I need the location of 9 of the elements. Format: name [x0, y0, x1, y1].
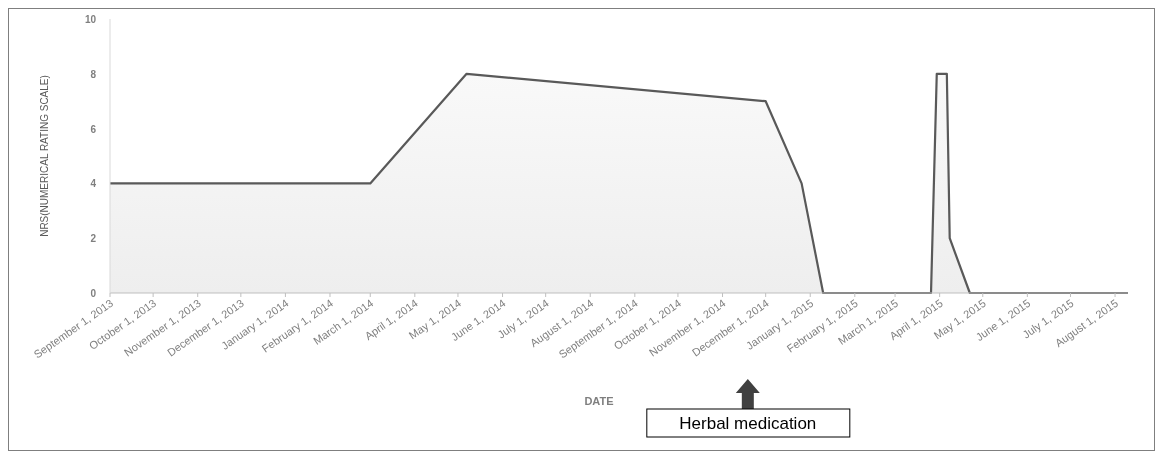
y-tick-label: 0	[90, 288, 97, 299]
y-tick-label: 4	[90, 178, 97, 190]
y-axis-title: NRS(NUMERICAL RATING SCALE)	[39, 75, 50, 237]
text: Herbal medication	[679, 414, 817, 433]
y-tick-label: 8	[90, 68, 97, 80]
y-tick-label: 10	[84, 14, 97, 25]
y-tick-label: 2	[90, 233, 97, 245]
x-axis-title: DATE	[584, 395, 614, 407]
y-tick-label: 6	[90, 123, 97, 135]
